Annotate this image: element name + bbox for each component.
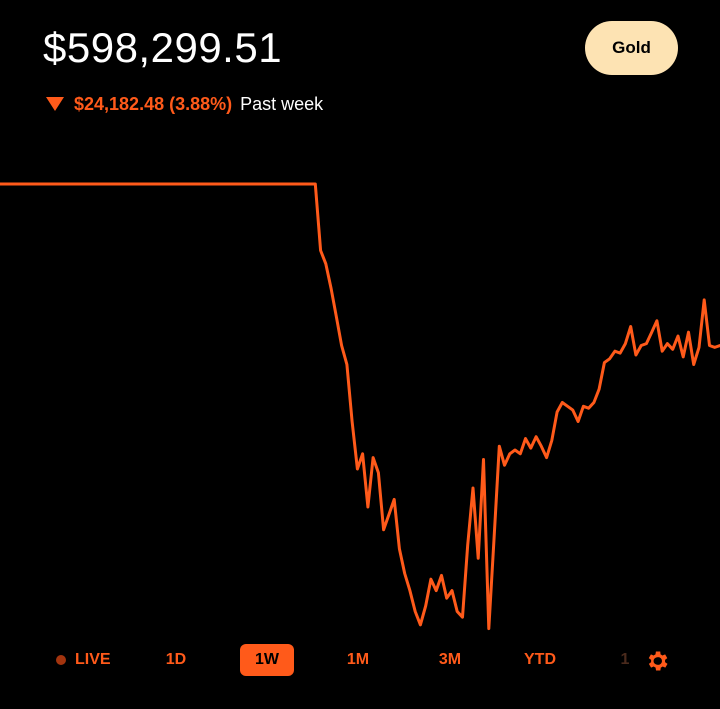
range-live-label: LIVE xyxy=(75,651,111,668)
change-value: $24,182.48 (3.88%) xyxy=(74,93,233,114)
gold-button[interactable]: Gold xyxy=(585,21,678,75)
change-period: Past week xyxy=(240,93,324,114)
gear-icon[interactable] xyxy=(644,648,670,674)
change-summary: $24,182.48 (3.88%) Past week xyxy=(46,92,323,116)
down-triangle-icon xyxy=(46,97,64,111)
price-line xyxy=(0,182,720,631)
range-overflow-label[interactable]: 1 xyxy=(620,651,630,668)
range-1m-button[interactable]: 1M xyxy=(346,651,370,668)
range-1w-button[interactable]: 1W xyxy=(240,644,294,676)
range-live-button[interactable]: LIVE xyxy=(56,644,111,676)
range-1d-button[interactable]: 1D xyxy=(165,651,187,668)
portfolio-balance: $598,299.51 xyxy=(43,24,283,71)
range-ytd-button[interactable]: YTD xyxy=(524,651,556,668)
range-3m-button[interactable]: 3M xyxy=(438,651,462,668)
live-dot-icon xyxy=(56,655,66,665)
time-range-bar: LIVE 1D 1W 1M 3M YTD 1 xyxy=(0,644,720,678)
